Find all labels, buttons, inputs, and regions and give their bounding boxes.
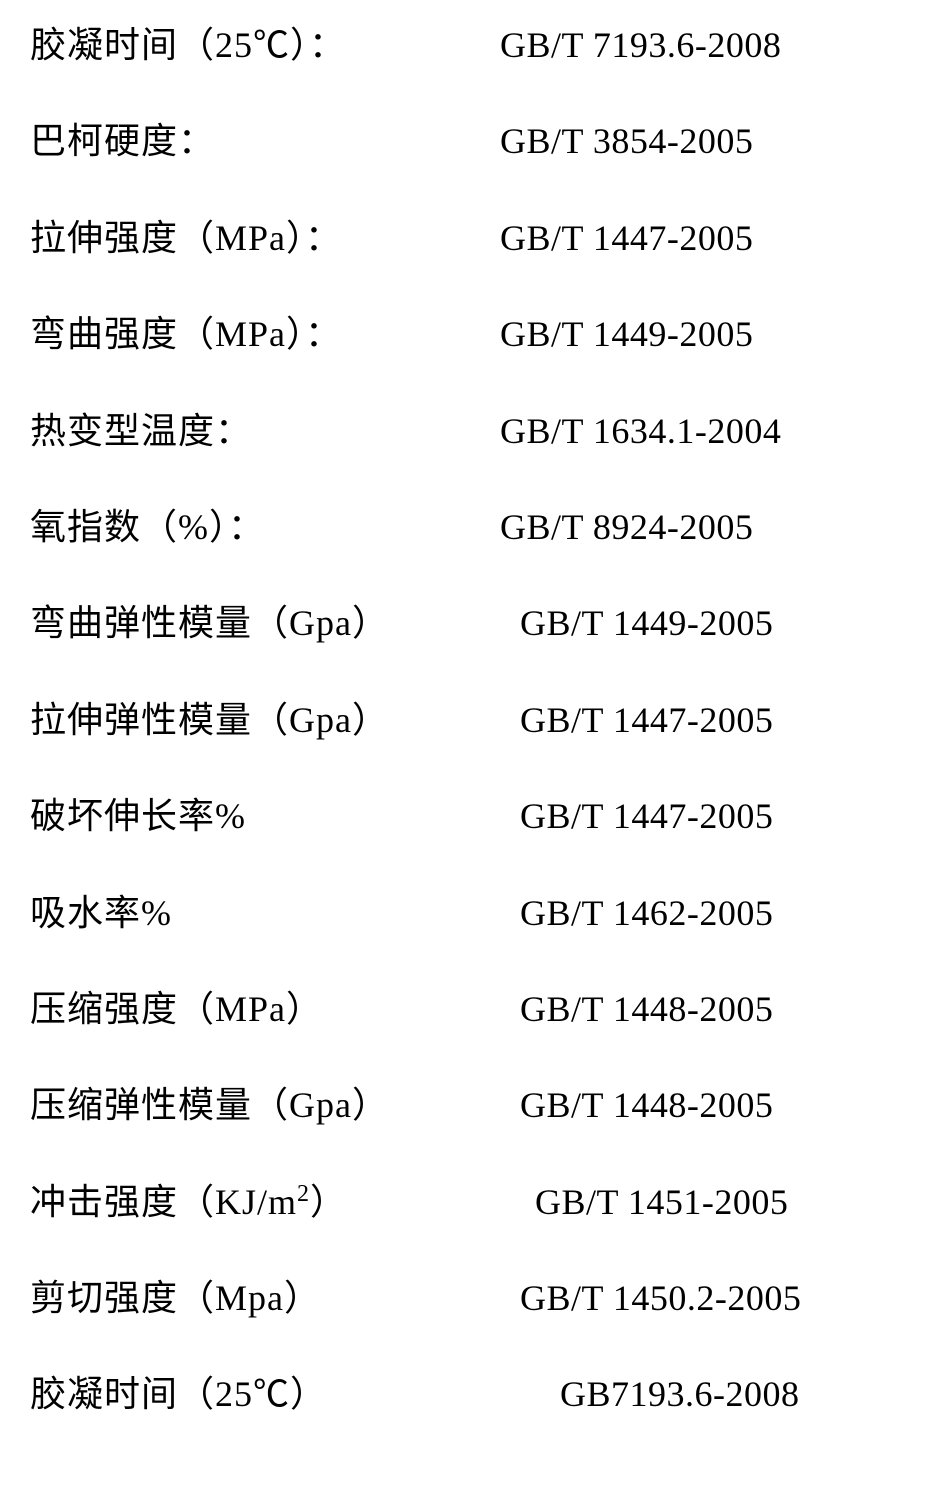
standard-row: 剪切强度（Mpa）GB/T 1450.2-2005 <box>30 1273 904 1323</box>
standard-row: 弯曲强度（MPa）：GB/T 1449-2005 <box>30 309 904 359</box>
property-label: 拉伸强度（MPa）： <box>30 213 500 263</box>
property-label: 拉伸弹性模量（Gpa） <box>30 695 500 745</box>
property-label: 胶凝时间（25℃）： <box>30 20 500 70</box>
standard-row: 胶凝时间（25℃）：GB/T 7193.6-2008 <box>30 20 904 70</box>
standard-code: GB/T 7193.6-2008 <box>500 20 781 70</box>
standard-row: 压缩弹性模量（Gpa）GB/T 1448-2005 <box>30 1080 904 1130</box>
standard-code: GB/T 1449-2005 <box>500 309 753 359</box>
standard-row: 氧指数（%）：GB/T 8924-2005 <box>30 502 904 552</box>
standards-list: 胶凝时间（25℃）：GB/T 7193.6-2008巴柯硬度：GB/T 3854… <box>0 0 934 1486</box>
property-label: 剪切强度（Mpa） <box>30 1273 500 1323</box>
property-label: 压缩弹性模量（Gpa） <box>30 1080 500 1130</box>
property-label: 破坏伸长率% <box>30 791 500 841</box>
standard-code: GB/T 8924-2005 <box>500 502 753 552</box>
standard-code: GB/T 1450.2-2005 <box>500 1273 801 1323</box>
standard-code: GB/T 1448-2005 <box>500 1080 773 1130</box>
standard-row: 弯曲弹性模量（Gpa）GB/T 1449-2005 <box>30 598 904 648</box>
standard-row: 胶凝时间（25℃）GB7193.6-2008 <box>30 1369 904 1419</box>
standard-row: 冲击强度（KJ/m2）GB/T 1451-2005 <box>30 1177 904 1227</box>
standard-code: GB/T 1447-2005 <box>500 695 773 745</box>
property-label: 压缩强度（MPa） <box>30 984 500 1034</box>
property-label: 弯曲弹性模量（Gpa） <box>30 598 500 648</box>
standard-row: 压缩强度（MPa）GB/T 1448-2005 <box>30 984 904 1034</box>
standard-row: 巴柯硬度：GB/T 3854-2005 <box>30 116 904 166</box>
standard-row: 拉伸弹性模量（Gpa）GB/T 1447-2005 <box>30 695 904 745</box>
property-label: 热变型温度： <box>30 406 500 456</box>
property-label: 吸水率% <box>30 888 500 938</box>
standard-row: 吸水率%GB/T 1462-2005 <box>30 888 904 938</box>
property-label: 胶凝时间（25℃） <box>30 1369 500 1419</box>
property-label: 冲击强度（KJ/m2） <box>30 1177 500 1227</box>
standard-code: GB/T 1634.1-2004 <box>500 406 781 456</box>
standard-code: GB7193.6-2008 <box>500 1369 800 1419</box>
property-label: 弯曲强度（MPa）： <box>30 309 500 359</box>
property-label: 巴柯硬度： <box>30 116 500 166</box>
standard-code: GB/T 1449-2005 <box>500 598 773 648</box>
standard-code: GB/T 1448-2005 <box>500 984 773 1034</box>
standard-row: 破坏伸长率%GB/T 1447-2005 <box>30 791 904 841</box>
standard-code: GB/T 1451-2005 <box>500 1177 788 1227</box>
standard-code: GB/T 3854-2005 <box>500 116 753 166</box>
standard-code: GB/T 1447-2005 <box>500 213 753 263</box>
standard-code: GB/T 1462-2005 <box>500 888 773 938</box>
standard-row: 热变型温度：GB/T 1634.1-2004 <box>30 406 904 456</box>
standard-code: GB/T 1447-2005 <box>500 791 773 841</box>
standard-row: 拉伸强度（MPa）：GB/T 1447-2005 <box>30 213 904 263</box>
property-label: 氧指数（%）： <box>30 502 500 552</box>
